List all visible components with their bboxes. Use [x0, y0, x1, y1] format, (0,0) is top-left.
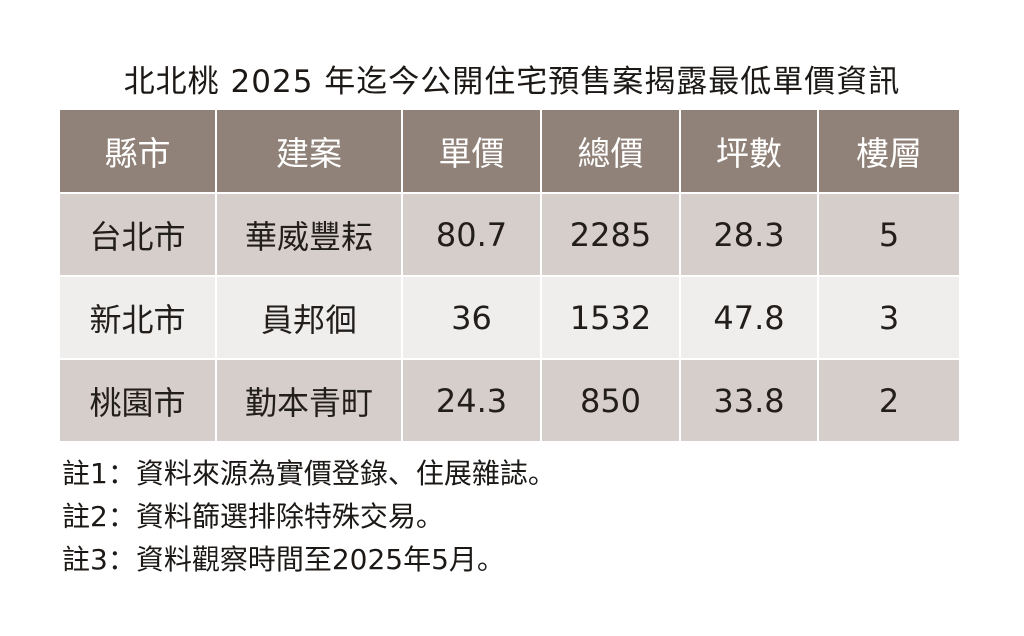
header-floor: 樓層 [819, 110, 959, 192]
page-title: 北北桃 2025 年迄今公開住宅預售案揭露最低單價資訊 [123, 64, 901, 100]
footnote-3: 註3：資料觀察時間至2025年5月。 [62, 543, 505, 576]
header-total-price: 總價 [542, 110, 679, 192]
table-cell-project: 勤本青町 [217, 360, 401, 441]
header-project: 建案 [217, 110, 401, 192]
table-cell-unit-price: 80.7 [403, 194, 540, 275]
table-cell-project: 員邦徊 [217, 277, 401, 358]
table-cell-unit-price: 24.3 [403, 360, 540, 441]
table-cell-city: 台北市 [60, 194, 215, 275]
table-cell-unit-price: 36 [403, 277, 540, 358]
table-cell-floor: 5 [819, 194, 959, 275]
footnote-1: 註1：資料來源為實價登錄、住展雜誌。 [62, 457, 556, 490]
table-cell-area: 33.8 [681, 360, 817, 441]
header-area: 坪數 [681, 110, 817, 192]
table-cell-floor: 3 [819, 277, 959, 358]
header-unit-price: 單價 [403, 110, 540, 192]
header-city: 縣市 [60, 110, 215, 192]
table-cell-floor: 2 [819, 360, 959, 441]
footnotes: 註1：資料來源為實價登錄、住展雜誌。 註2：資料篩選排除特殊交易。 註3：資料觀… [62, 452, 556, 581]
table-cell-city: 新北市 [60, 277, 215, 358]
table-cell-project: 華威豐耘 [217, 194, 401, 275]
table-cell-area: 47.8 [681, 277, 817, 358]
table-cell-area: 28.3 [681, 194, 817, 275]
table-cell-total-price: 1532 [542, 277, 679, 358]
footnote-2: 註2：資料篩選排除特殊交易。 [62, 500, 444, 533]
table-cell-total-price: 850 [542, 360, 679, 441]
table-cell-city: 桃園市 [60, 360, 215, 441]
price-table: 縣市 建案 單價 總價 坪數 樓層 台北市 華威豐耘 80.7 2285 28.… [60, 110, 959, 441]
table-cell-total-price: 2285 [542, 194, 679, 275]
